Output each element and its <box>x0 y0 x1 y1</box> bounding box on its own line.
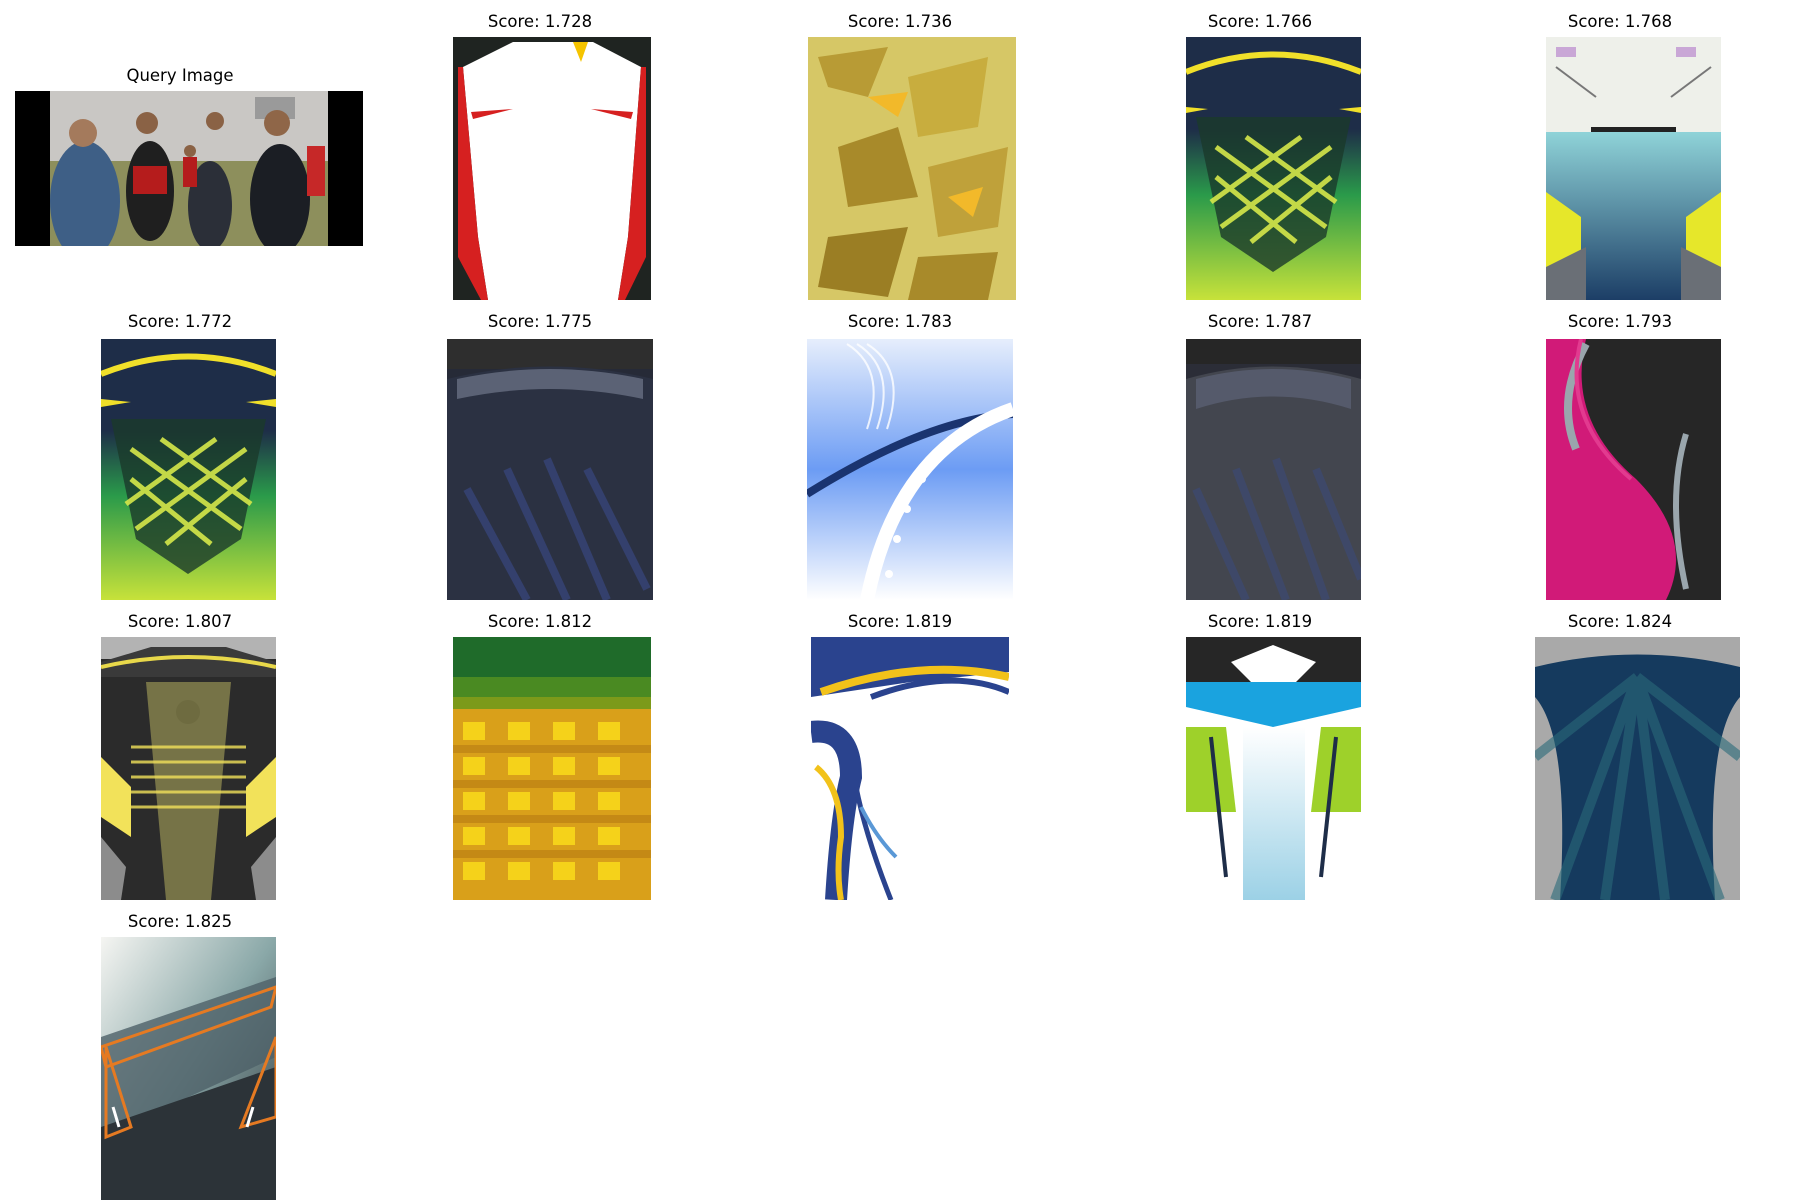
result-score: Score: 1.728 <box>487 12 593 31</box>
result-cell: Score: 1.766 <box>1080 0 1440 300</box>
result-cell: Score: 1.736 <box>720 0 1080 300</box>
result-score: Score: 1.787 <box>1207 312 1313 331</box>
navy-teal-rays-jersey-icon[interactable] <box>1535 637 1740 900</box>
grey-halftone-jersey-icon[interactable] <box>1186 339 1361 600</box>
result-cell: Score: 1.772 <box>0 300 360 600</box>
result-cell: Score: 1.825 <box>0 900 360 1200</box>
result-score: Score: 1.812 <box>487 612 593 631</box>
result-score: Score: 1.772 <box>127 312 233 331</box>
result-score: Score: 1.825 <box>127 912 233 931</box>
teal-orange-geometric-jersey-icon[interactable] <box>101 937 276 1200</box>
result-score: Score: 1.766 <box>1207 12 1313 31</box>
result-score: Score: 1.768 <box>1567 12 1673 31</box>
result-cell: Score: 1.819 <box>720 600 1080 900</box>
white-red-black-jersey-icon[interactable] <box>453 37 651 300</box>
result-cell: Score: 1.812 <box>360 600 720 900</box>
navy-green-yellow-net-jersey-icon[interactable] <box>101 339 276 600</box>
query-photo <box>15 91 363 246</box>
white-blue-yellow-swirl-jersey-icon[interactable] <box>811 637 1009 900</box>
result-score: Score: 1.775 <box>487 312 593 331</box>
green-orange-check-jersey-icon[interactable] <box>453 637 651 900</box>
black-yellow-floral-jersey-icon[interactable] <box>101 637 276 900</box>
magenta-black-jersey-icon[interactable] <box>1546 339 1721 600</box>
white-teal-yellow-jersey-icon[interactable] <box>1546 37 1721 300</box>
blue-white-stars-jersey-icon[interactable] <box>807 339 1013 600</box>
result-cell: Score: 1.824 <box>1440 600 1800 900</box>
result-score: Score: 1.819 <box>847 612 953 631</box>
white-blue-lime-jersey-icon[interactable] <box>1186 637 1361 900</box>
result-score: Score: 1.807 <box>127 612 233 631</box>
result-cell: Score: 1.783 <box>720 300 1080 600</box>
result-score: Score: 1.736 <box>847 12 953 31</box>
dark-navy-halftone-jersey-icon[interactable] <box>447 339 653 600</box>
result-score: Score: 1.819 <box>1207 612 1313 631</box>
result-cell: Score: 1.793 <box>1440 300 1800 600</box>
result-cell: Score: 1.807 <box>0 600 360 900</box>
result-score: Score: 1.793 <box>1567 312 1673 331</box>
yellow-camo-jersey-icon[interactable] <box>808 37 1016 300</box>
navy-green-yellow-net-jersey-icon[interactable] <box>1186 37 1361 300</box>
query-cell: Query Image <box>0 0 363 300</box>
result-cell: Score: 1.768 <box>1440 0 1800 300</box>
result-cell: Score: 1.787 <box>1080 300 1440 600</box>
result-cell: Score: 1.728 <box>360 0 720 300</box>
result-cell: Score: 1.775 <box>360 300 720 600</box>
result-score: Score: 1.783 <box>847 312 953 331</box>
query-title: Query Image <box>126 66 234 85</box>
result-cell: Score: 1.819 <box>1080 600 1440 900</box>
result-score: Score: 1.824 <box>1567 612 1673 631</box>
